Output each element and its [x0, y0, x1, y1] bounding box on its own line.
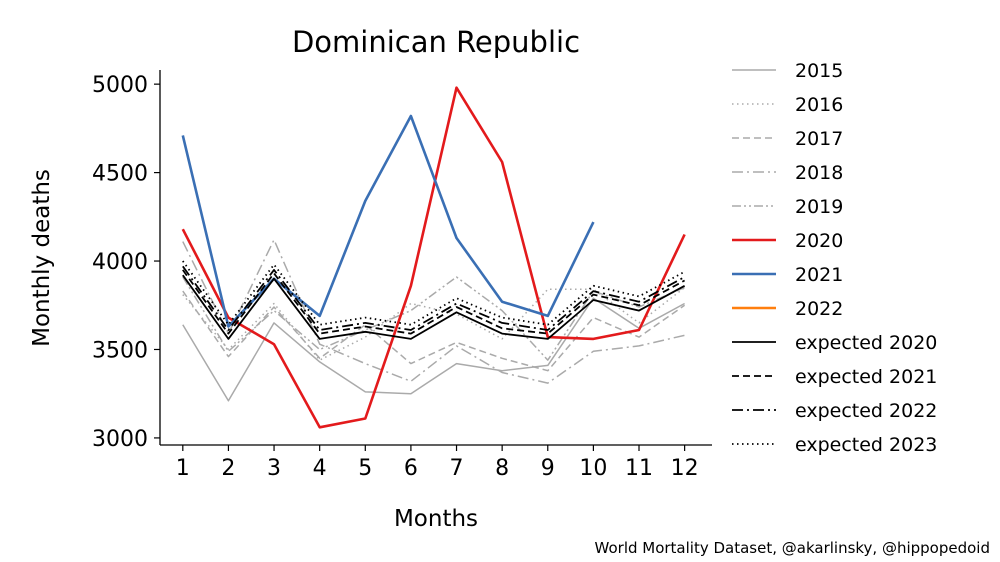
- series-line-2021: [181, 114, 595, 328]
- chart-title: Dominican Republic: [292, 25, 580, 59]
- x-tick-label: 8: [495, 456, 509, 481]
- series-line-expected-2022: [182, 265, 686, 331]
- y-tick-label: 4500: [92, 162, 148, 187]
- x-tick-label: 7: [450, 456, 464, 481]
- legend-label-expected-2020: expected 2020: [795, 332, 937, 354]
- y-tick-label: 3500: [92, 338, 148, 363]
- legend-label-2017: 2017: [795, 128, 843, 150]
- legend-label-2020: 2020: [795, 230, 843, 252]
- legend-label-2015: 2015: [795, 60, 843, 82]
- x-tick-label: 1: [176, 456, 190, 481]
- series-line-expected-2020: [182, 274, 686, 340]
- legend-label-2019: 2019: [795, 196, 843, 218]
- legend-label-expected-2023: expected 2023: [795, 434, 937, 456]
- legend-label-expected-2021: expected 2021: [795, 366, 937, 388]
- plot-lines: [181, 86, 686, 429]
- x-tick-label: 3: [267, 456, 281, 481]
- x-tick-label: 6: [404, 456, 418, 481]
- y-tick-label: 5000: [92, 73, 148, 98]
- legend-label-2022: 2022: [795, 298, 843, 320]
- credit-text: World Mortality Dataset, @akarlinsky, @h…: [594, 539, 990, 557]
- series-line-2015: [182, 297, 685, 402]
- axes: [159, 70, 712, 446]
- series-line-2019: [182, 276, 685, 361]
- series-line-2020: [181, 86, 686, 429]
- legend-label-expected-2022: expected 2022: [795, 400, 937, 422]
- legend-label-2021: 2021: [795, 264, 843, 286]
- x-tick-label: 2: [221, 456, 235, 481]
- y-tick-label: 3000: [92, 427, 148, 452]
- x-tick-label: 5: [358, 456, 372, 481]
- y-tick-label: 4000: [92, 250, 148, 275]
- legend: 2015 2016 2017 2018 2019 2020 2021 2022 expected…: [732, 60, 937, 456]
- x-tick-label: 12: [671, 456, 699, 481]
- y-axis-label: Monthly deaths: [29, 169, 55, 347]
- x-tick-label: 9: [541, 456, 555, 481]
- series-line-2017: [182, 290, 686, 372]
- x-tick-label: 4: [313, 456, 327, 481]
- series-line-2016: [182, 287, 686, 361]
- series-line-2018: [182, 239, 685, 384]
- legend-label-2016: 2016: [795, 94, 843, 116]
- x-axis-label: Months: [394, 506, 478, 532]
- x-tick-label: 11: [625, 456, 653, 481]
- legend-label-2018: 2018: [795, 162, 843, 184]
- series-line-expected-2023: [182, 260, 686, 326]
- x-tick-label: 10: [579, 456, 607, 481]
